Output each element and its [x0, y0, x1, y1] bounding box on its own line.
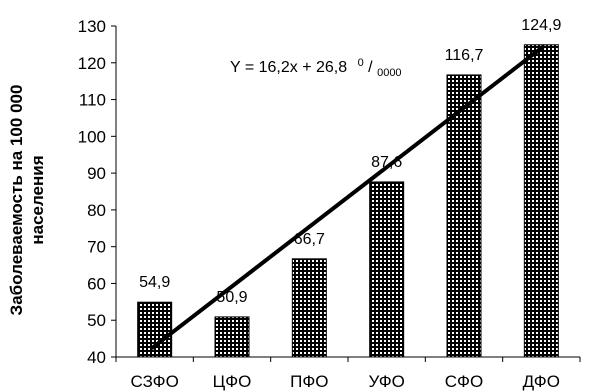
x-tick-label: ЦФО [213, 372, 252, 391]
bar [446, 74, 482, 358]
bar [523, 44, 559, 358]
trendline-unit-slash: / [368, 59, 373, 76]
bar [137, 301, 173, 358]
y-tick-label: 110 [79, 91, 106, 110]
axis-layer: 40 50 60 70 80 90 100 110 120 130 СЗФО ЦФО ПФО УФО СФО… [78, 17, 581, 391]
trendline [150, 44, 546, 350]
trendline-equation-main: Y = 16,2x + 26,8 [230, 59, 347, 76]
x-tick-label: СФО [445, 372, 483, 391]
y-tick-label: 80 [87, 201, 106, 220]
x-tick-label: УФО [368, 372, 404, 391]
y-tick-label: 70 [87, 238, 106, 257]
bar-data-label: 50,9 [216, 289, 247, 306]
bar [369, 181, 405, 358]
y-tick-label: 40 [87, 348, 106, 367]
y-tick-label: 130 [78, 17, 106, 36]
x-tick-label: ПФО [290, 372, 328, 391]
trendline-unit-sub: 0000 [377, 67, 401, 79]
trendline-layer [150, 44, 546, 350]
bar [214, 316, 250, 358]
y-axis-label-line2: населения [28, 155, 47, 244]
y-tick-label: 50 [87, 311, 106, 330]
trendline-unit-sup: 0 [358, 57, 364, 69]
y-tick-label: 100 [78, 127, 106, 146]
y-tick-label: 60 [87, 274, 106, 293]
trendline-equation: Y = 16,2x + 26,8 0 / 0000 [230, 53, 402, 79]
x-tick-label: СЗФО [131, 372, 179, 391]
y-axis-label-line1: Заболеваемость на 100 000 [7, 85, 26, 316]
bar-data-label: 116,7 [445, 47, 484, 64]
bar-data-label: 54,9 [139, 274, 170, 291]
x-tick-label: ДФО [523, 372, 560, 391]
bar [291, 258, 327, 358]
bar-data-label: 124,9 [521, 17, 561, 34]
y-tick-label: 120 [78, 54, 106, 73]
bars-layer [137, 44, 559, 358]
bar-data-label: 87,6 [371, 154, 402, 171]
y-tick-label: 90 [87, 164, 106, 183]
